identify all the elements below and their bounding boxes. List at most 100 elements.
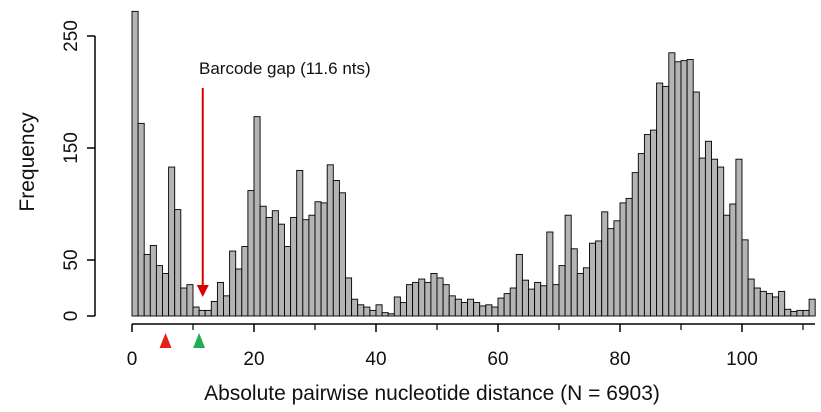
histogram-bar [753, 287, 761, 317]
histogram-bar [668, 52, 676, 317]
histogram-bar [454, 298, 462, 317]
histogram-bar [247, 190, 255, 317]
histogram-bar [619, 202, 627, 317]
histogram-bar [540, 285, 548, 317]
histogram-bar [662, 85, 670, 317]
histogram-bar [601, 211, 609, 317]
histogram-bar [351, 298, 359, 317]
histogram-bar [759, 290, 767, 317]
histogram-bar [497, 297, 505, 317]
histogram-bar [271, 210, 279, 317]
histogram-bar [216, 281, 224, 317]
histogram-bar [613, 220, 621, 317]
histogram-bar [448, 295, 456, 317]
histogram-bar [259, 205, 267, 317]
histogram-bar [479, 305, 487, 317]
histogram-bar [284, 246, 292, 317]
histogram-bar [143, 253, 151, 317]
histogram-bar [210, 300, 218, 317]
histogram-bar [424, 281, 432, 317]
y-tick-label: 250 [61, 20, 82, 52]
histogram-bar [308, 214, 316, 317]
x-tick-label: 0 [127, 349, 138, 370]
histogram-bar [198, 309, 206, 317]
x-tick-label: 20 [243, 349, 264, 370]
histogram-bar [253, 116, 261, 317]
histogram-bar [418, 278, 426, 317]
histogram-bar [235, 268, 243, 317]
y-axis-title: Frequency [16, 112, 39, 212]
histogram-bar [589, 242, 597, 317]
histogram-bar [674, 61, 682, 317]
histogram-bar [168, 166, 176, 317]
annotation-label: Barcode gap (11.6 nts) [199, 59, 371, 78]
histogram-bar [180, 287, 188, 317]
histogram-bar [485, 304, 493, 317]
histogram-bar [637, 153, 645, 317]
histogram-bar [686, 59, 694, 317]
histogram-bar [534, 281, 542, 317]
annotations-group: Barcode gap (11.6 nts) [196, 59, 371, 297]
histogram-bar [772, 296, 780, 317]
histogram-bar [747, 278, 755, 317]
histogram-bar [326, 164, 334, 317]
histogram-bar [399, 302, 407, 317]
histogram-bar [692, 91, 700, 317]
histogram-bar [442, 284, 450, 317]
histogram-bar [290, 216, 298, 317]
histogram-bar [406, 284, 414, 317]
y-tick-label: 0 [61, 311, 82, 322]
histogram-bar [741, 239, 749, 317]
histogram-bar [430, 272, 438, 317]
histogram-bar [631, 172, 639, 317]
histogram-bar [436, 277, 444, 317]
y-tick-label: 50 [61, 249, 82, 270]
histogram-bar [570, 248, 578, 317]
histogram-bar [802, 309, 810, 317]
x-tick-label: 60 [487, 349, 508, 370]
x-axis-title: Absolute pairwise nucleotide distance (N… [204, 382, 660, 405]
histogram-bar [643, 134, 651, 317]
y-tick-label: 150 [61, 132, 82, 164]
histogram-bar [162, 272, 170, 317]
histogram-bar [314, 201, 322, 317]
histogram-bar [698, 157, 706, 317]
histogram-bar [387, 313, 395, 317]
histogram-bar [528, 288, 536, 317]
histogram-bar [375, 304, 383, 317]
histogram-bar [765, 293, 773, 317]
histogram-bar [460, 302, 468, 317]
triangle-marker [159, 333, 172, 348]
histogram-bar [808, 298, 816, 317]
histogram-bar [192, 306, 200, 317]
histogram-bar [186, 284, 194, 317]
histogram-bar [595, 240, 603, 317]
histogram-bar [338, 192, 346, 317]
x-tick-label: 80 [609, 349, 630, 370]
x-tick-label: 40 [365, 349, 386, 370]
histogram-bar [412, 281, 420, 317]
histogram-bar [796, 309, 804, 317]
histogram-bar [680, 60, 688, 317]
histogram-bar [558, 265, 566, 317]
histogram-bar [363, 306, 371, 317]
histogram-bar [369, 309, 377, 317]
histogram-bar [320, 202, 328, 317]
histogram-bar [576, 272, 584, 317]
x-tick-label: 100 [726, 349, 758, 370]
histogram-bar [564, 214, 572, 317]
histogram-bar [155, 265, 163, 317]
histogram-bar [473, 302, 481, 317]
histogram-bar [393, 296, 401, 317]
histogram-bar [467, 298, 475, 317]
histogram-bar [729, 203, 737, 317]
y-axis-ticks: 0 50 150 250 [61, 20, 95, 321]
histogram-bar [302, 219, 310, 317]
histogram-bar [296, 169, 304, 317]
histogram-bar [521, 279, 529, 317]
annotation-arrow-head [196, 285, 209, 297]
triangle-marker [193, 333, 206, 348]
histogram-bar [515, 253, 523, 317]
histogram-bar [277, 223, 285, 317]
